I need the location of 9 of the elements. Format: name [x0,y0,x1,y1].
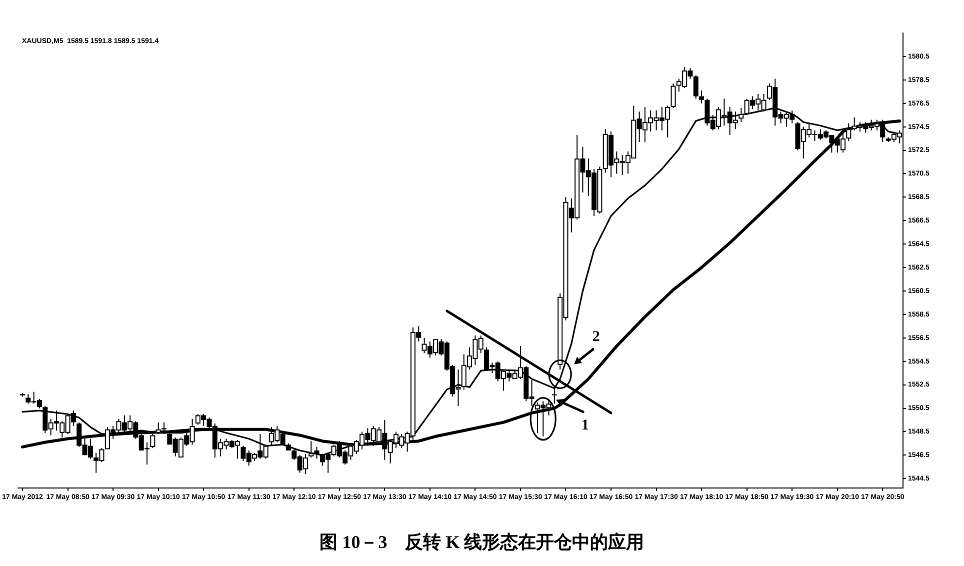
candlestick [699,90,704,104]
candlestick [846,122,852,142]
candlestick [161,422,166,435]
candlestick [670,82,676,109]
candlestick [693,74,698,100]
text: 图 10－3 反转 K 线形态在开仓中的应用 [318,531,646,554]
candlestick [156,422,161,435]
annotation: 2 [592,329,600,346]
annotation: 1 [581,418,589,434]
